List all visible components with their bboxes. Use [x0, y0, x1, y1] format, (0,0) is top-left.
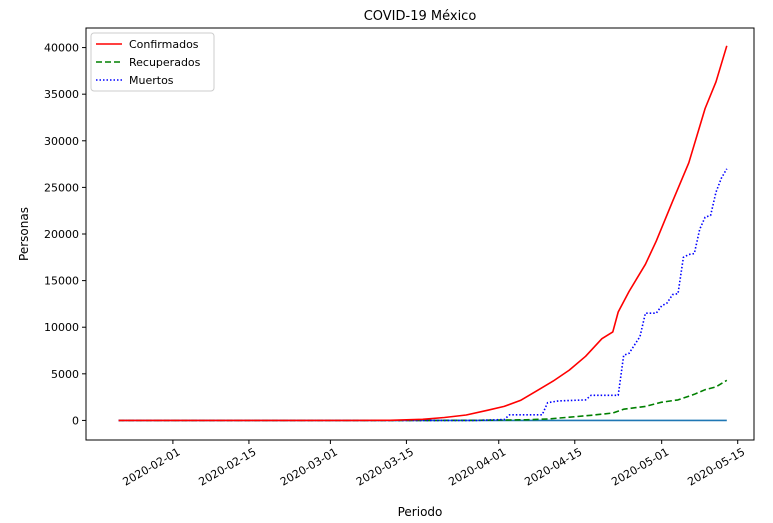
series-line-muertos: [118, 168, 728, 422]
y-tick-label: 0: [72, 414, 79, 427]
y-axis: 0 5000 10000 15000 20000 25000 30000 35000 40000: [44, 42, 86, 427]
y-tick-label: 20000: [44, 228, 79, 241]
y-tick-label: 40000: [44, 42, 79, 55]
y-tick-label: 25000: [44, 181, 79, 194]
y-tick-label: 30000: [44, 135, 79, 148]
y-tick-label: 15000: [44, 275, 79, 288]
chart-title: COVID-19 México: [364, 9, 477, 24]
y-tick-label: 10000: [44, 321, 79, 334]
y-axis-label: Personas: [17, 207, 31, 261]
legend-label: Muertos: [129, 74, 174, 87]
series-line-confirmados: [118, 45, 728, 422]
series-layer: [118, 45, 728, 422]
plot-area: [85, 27, 755, 441]
legend-label: Confirmados: [129, 38, 199, 51]
legend-box: [90, 32, 215, 92]
x-axis-label: Periodo: [398, 505, 443, 519]
y-tick-label: 5000: [51, 368, 79, 381]
y-tick-label: 35000: [44, 88, 79, 101]
legend: Confirmados Recuperados Muertos: [90, 32, 215, 92]
legend-label: Recuperados: [129, 56, 201, 69]
